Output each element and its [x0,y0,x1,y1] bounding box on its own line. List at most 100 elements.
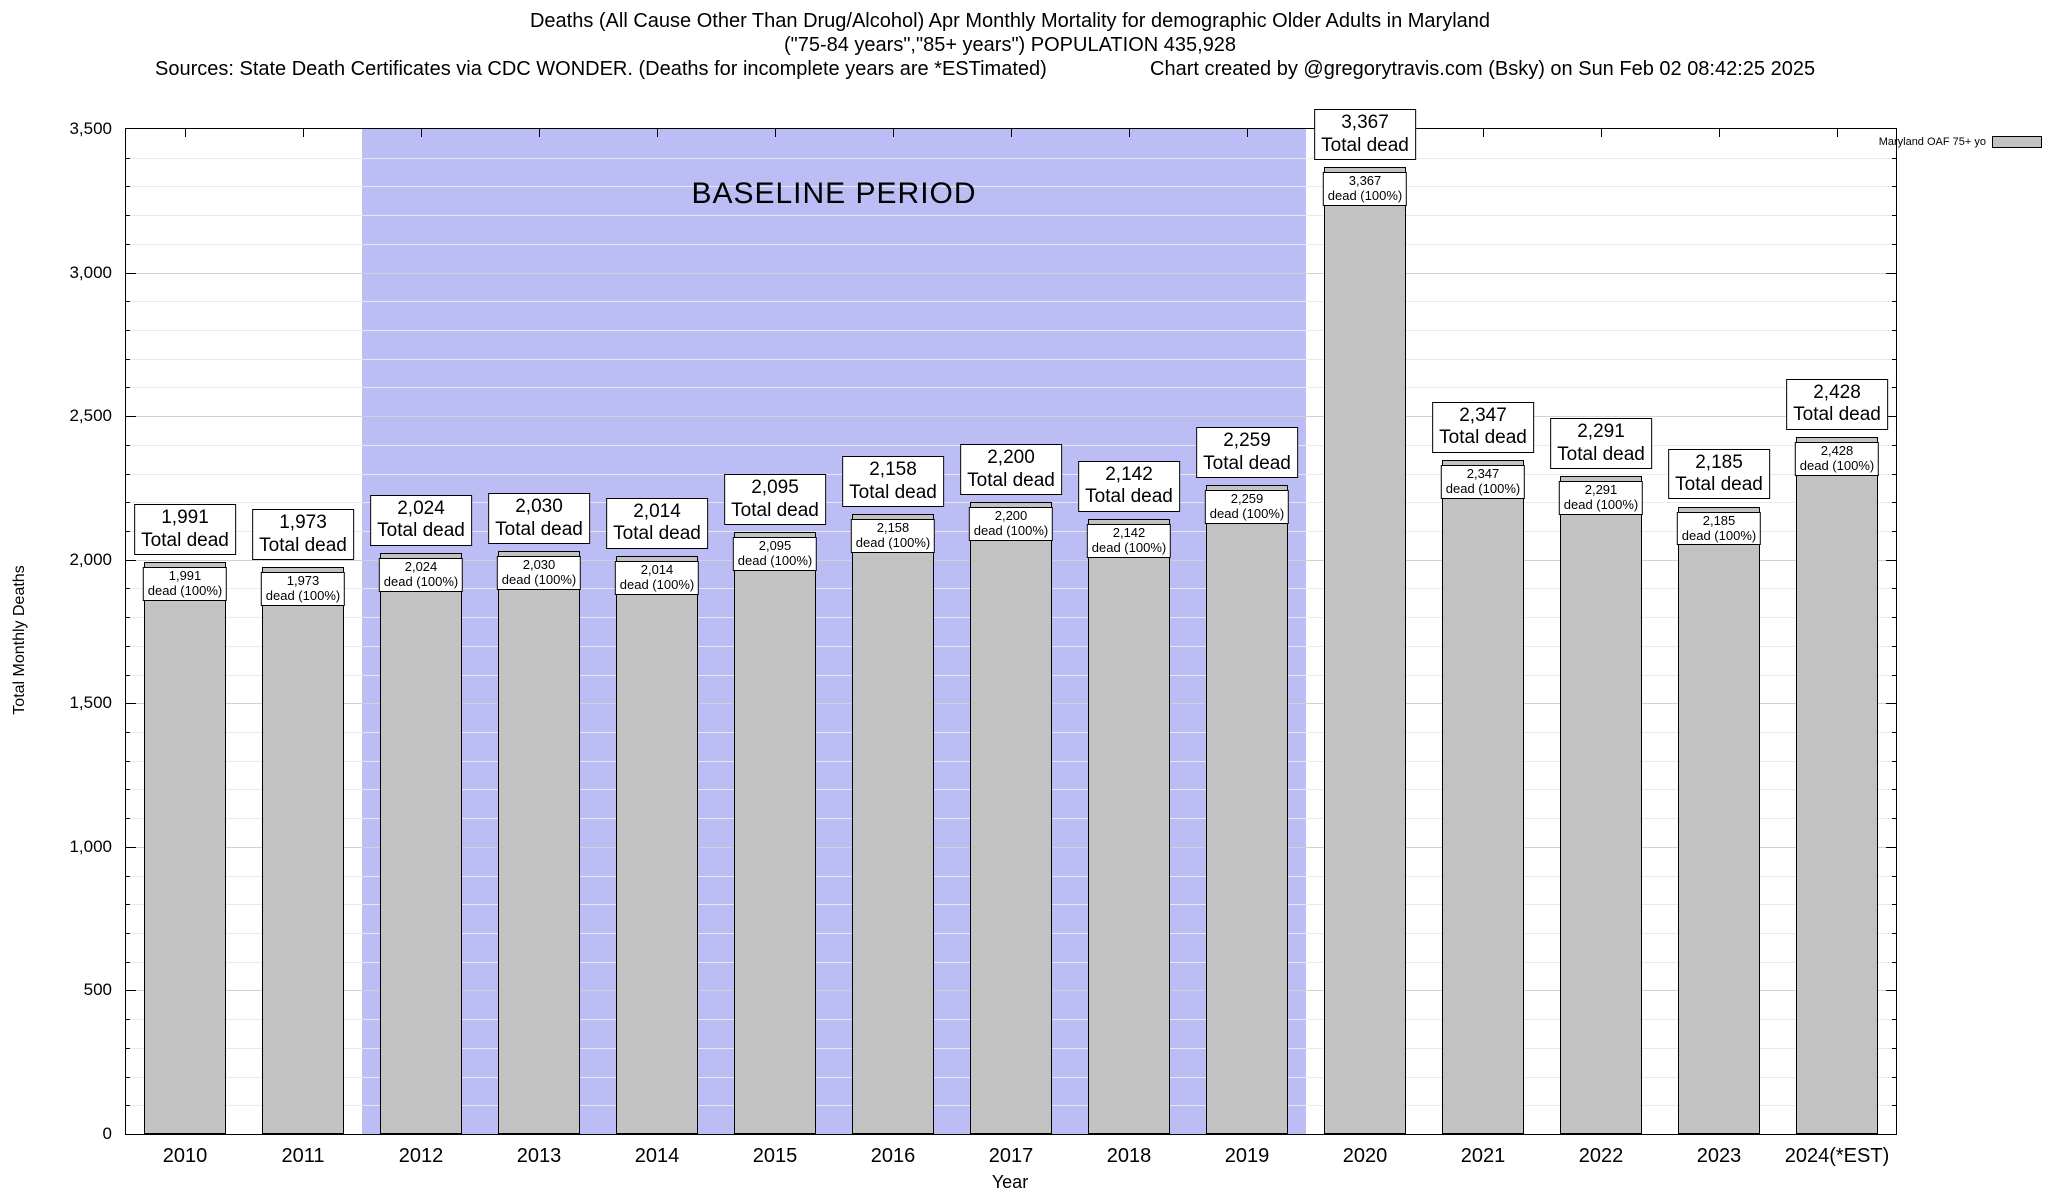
y-tick-mark [1892,358,1896,360]
bar-total-suffix: Total dead [613,523,701,545]
x-tick-mark [1601,129,1602,137]
bar-inner-suffix: dead (100%) [855,535,931,551]
bar-inner-label: 2,347 dead (100%) [1440,465,1526,499]
bar-total-value: 2,200 [987,447,1035,469]
gridline-minor [126,215,1896,217]
gridline-minor [126,387,1896,389]
x-tick-label: 2019 [1224,1145,1270,1167]
bar-2023 [1678,506,1760,1134]
y-tick-mark [126,559,136,561]
y-tick-mark [126,243,130,245]
bar-inner-label: 2,014 dead (100%) [614,560,700,595]
y-tick-mark [126,1076,130,1078]
bar-inner-suffix: dead (100%) [1209,506,1285,522]
bar-inner-suffix: dead (100%) [1091,539,1167,555]
legend: Maryland OAF 75+ yo [1879,136,2042,148]
x-tick-label: 2017 [988,1145,1034,1167]
y-tick-mark [1892,875,1896,877]
bar-inner-suffix: dead (100%) [265,588,341,604]
y-tick-label: 1,000 [69,836,112,856]
bar-total-label: 2,014 Total dead [606,497,708,549]
y-tick-mark [1892,502,1896,504]
bar-2024(*EST) [1796,436,1878,1134]
y-tick-mark [1892,1076,1896,1078]
y-tick-mark [1886,559,1896,561]
bar-total-value: 2,185 [1695,451,1743,473]
y-tick-mark [126,990,136,992]
bar-total-value: 2,095 [751,477,799,499]
y-tick-mark [1886,990,1896,992]
gridline-minor [126,186,1896,188]
gridline-minor [126,301,1896,303]
bar-inner-suffix: dead (100%) [1681,527,1757,543]
bar-inner-value: 2,347 [1466,466,1500,482]
bar-inner-value: 2,142 [1112,524,1146,540]
y-tick-mark [1892,904,1896,906]
bar-inner-label: 2,428 dead (100%) [1794,441,1880,476]
bar-total-label: 2,347 Total dead [1432,402,1534,453]
y-tick-mark [1892,330,1896,331]
y-tick-mark [1892,215,1896,217]
bar-total-suffix: Total dead [141,529,229,551]
bar-inner-value: 2,200 [994,508,1028,524]
bar-inner-label: 2,185 dead (100%) [1676,511,1762,546]
bar-inner-value: 2,024 [404,558,438,574]
bar-inner-suffix: dead (100%) [383,573,459,589]
bar-2017 [970,502,1052,1134]
bar-total-value: 2,014 [633,500,681,522]
bar-inner-suffix: dead (100%) [1563,497,1639,513]
bar-total-label: 2,428 Total dead [1786,378,1888,430]
y-tick-label: 1,500 [69,693,112,713]
bar-total-value: 2,158 [869,459,917,481]
bar-total-value: 2,428 [1813,381,1861,403]
y-tick-mark [1892,186,1896,188]
gridline-major [126,416,1896,418]
x-tick-label: 2014 [634,1145,680,1167]
bar-total-suffix: Total dead [1321,134,1409,156]
y-tick-mark [126,617,130,619]
bar-inner-suffix: dead (100%) [1327,188,1403,204]
bar-inner-suffix: dead (100%) [501,572,577,588]
bar-inner-label: 2,030 dead (100%) [496,556,582,590]
baseline-period-label: BASELINE PERIOD [691,177,977,210]
bar-inner-value: 2,259 [1230,491,1264,507]
bar-total-label: 2,200 Total dead [960,444,1062,496]
bar-total-suffix: Total dead [1085,486,1173,508]
x-tick-mark [1719,129,1720,137]
bar-total-label: 2,291 Total dead [1550,418,1652,469]
x-tick-label: 2012 [398,1145,444,1167]
legend-swatch [1992,136,2042,148]
bar-2018 [1088,518,1170,1134]
y-tick-mark [1892,818,1896,820]
gridline-minor [126,157,1896,159]
x-tick-mark [1483,129,1484,137]
y-tick-mark [126,358,130,360]
x-tick-label: 2024(*EST) [1784,1145,1890,1167]
y-tick-mark [126,215,130,217]
y-tick-mark [126,186,130,188]
y-tick-mark [1886,846,1896,848]
bar-inner-suffix: dead (100%) [619,576,695,592]
bar-inner-value: 2,185 [1702,512,1736,528]
bar-inner-label: 2,142 dead (100%) [1086,523,1172,558]
bar-2020 [1324,167,1406,1134]
bar-2011 [262,567,344,1134]
bar-total-label: 2,259 Total dead [1196,427,1298,479]
bar-total-label: 2,142 Total dead [1078,460,1180,512]
x-tick-mark [1247,129,1248,137]
bar-inner-value: 2,030 [522,557,556,573]
bar-total-suffix: Total dead [259,534,347,556]
y-tick-mark [1892,531,1896,532]
x-tick-label: 2016 [870,1145,916,1167]
y-tick-label: 2,500 [69,406,112,426]
bar-total-suffix: Total dead [1439,427,1527,449]
bar-total-value: 1,973 [279,512,327,534]
y-tick-mark [126,301,130,303]
y-tick-mark [126,904,130,906]
y-tick-mark [126,875,130,877]
y-tick-mark [1892,243,1896,245]
y-tick-label: 2,000 [69,549,112,569]
x-tick-label: 2020 [1342,1145,1388,1167]
bar-inner-value: 1,991 [168,568,202,584]
